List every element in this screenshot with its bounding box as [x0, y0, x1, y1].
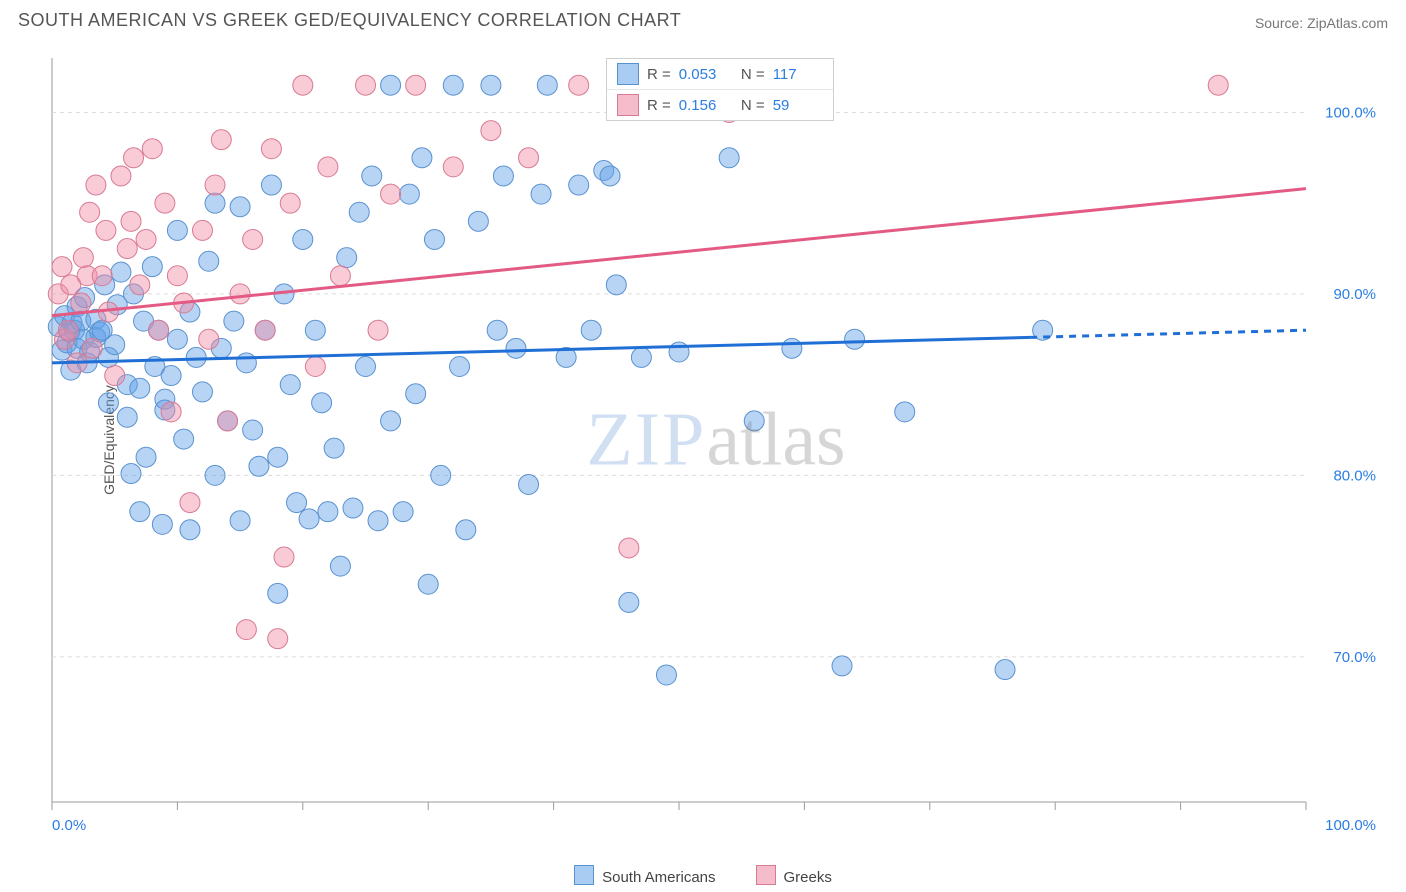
r-value: 0.156 [679, 97, 729, 114]
r-label: R = [647, 66, 671, 83]
legend-label: South Americans [602, 869, 715, 886]
svg-text:100.0%: 100.0% [1325, 104, 1376, 121]
r-value: 0.053 [679, 66, 729, 83]
legend-item: South Americans [574, 865, 715, 886]
legend-item: Greeks [756, 865, 832, 886]
svg-text:100.0%: 100.0% [1325, 817, 1376, 834]
n-value: 59 [773, 97, 823, 114]
svg-text:0.0%: 0.0% [52, 817, 86, 834]
legend-swatch [574, 865, 594, 885]
legend-swatch [617, 94, 639, 116]
n-label: N = [737, 97, 765, 114]
svg-text:90.0%: 90.0% [1333, 286, 1376, 303]
legend-swatch [617, 63, 639, 85]
svg-text:70.0%: 70.0% [1333, 649, 1376, 666]
n-label: N = [737, 66, 765, 83]
series-legend: South Americans Greeks [0, 865, 1406, 886]
chart-title: SOUTH AMERICAN VS GREEK GED/EQUIVALENCY … [18, 10, 681, 31]
legend-swatch [756, 865, 776, 885]
legend-label: Greeks [784, 869, 832, 886]
n-value: 117 [773, 66, 823, 83]
correlation-row: R = 0.156 N = 59 [607, 89, 833, 120]
source-label: Source: ZipAtlas.com [1255, 15, 1388, 31]
r-label: R = [647, 97, 671, 114]
svg-text:80.0%: 80.0% [1333, 467, 1376, 484]
scatter-plot: 70.0% 80.0% 90.0% 100.0% 0.0% 100.0% [46, 44, 1386, 836]
correlation-row: R = 0.053 N = 117 [607, 59, 833, 89]
correlation-legend-box: R = 0.053 N = 117 R = 0.156 N = 59 [606, 58, 834, 121]
